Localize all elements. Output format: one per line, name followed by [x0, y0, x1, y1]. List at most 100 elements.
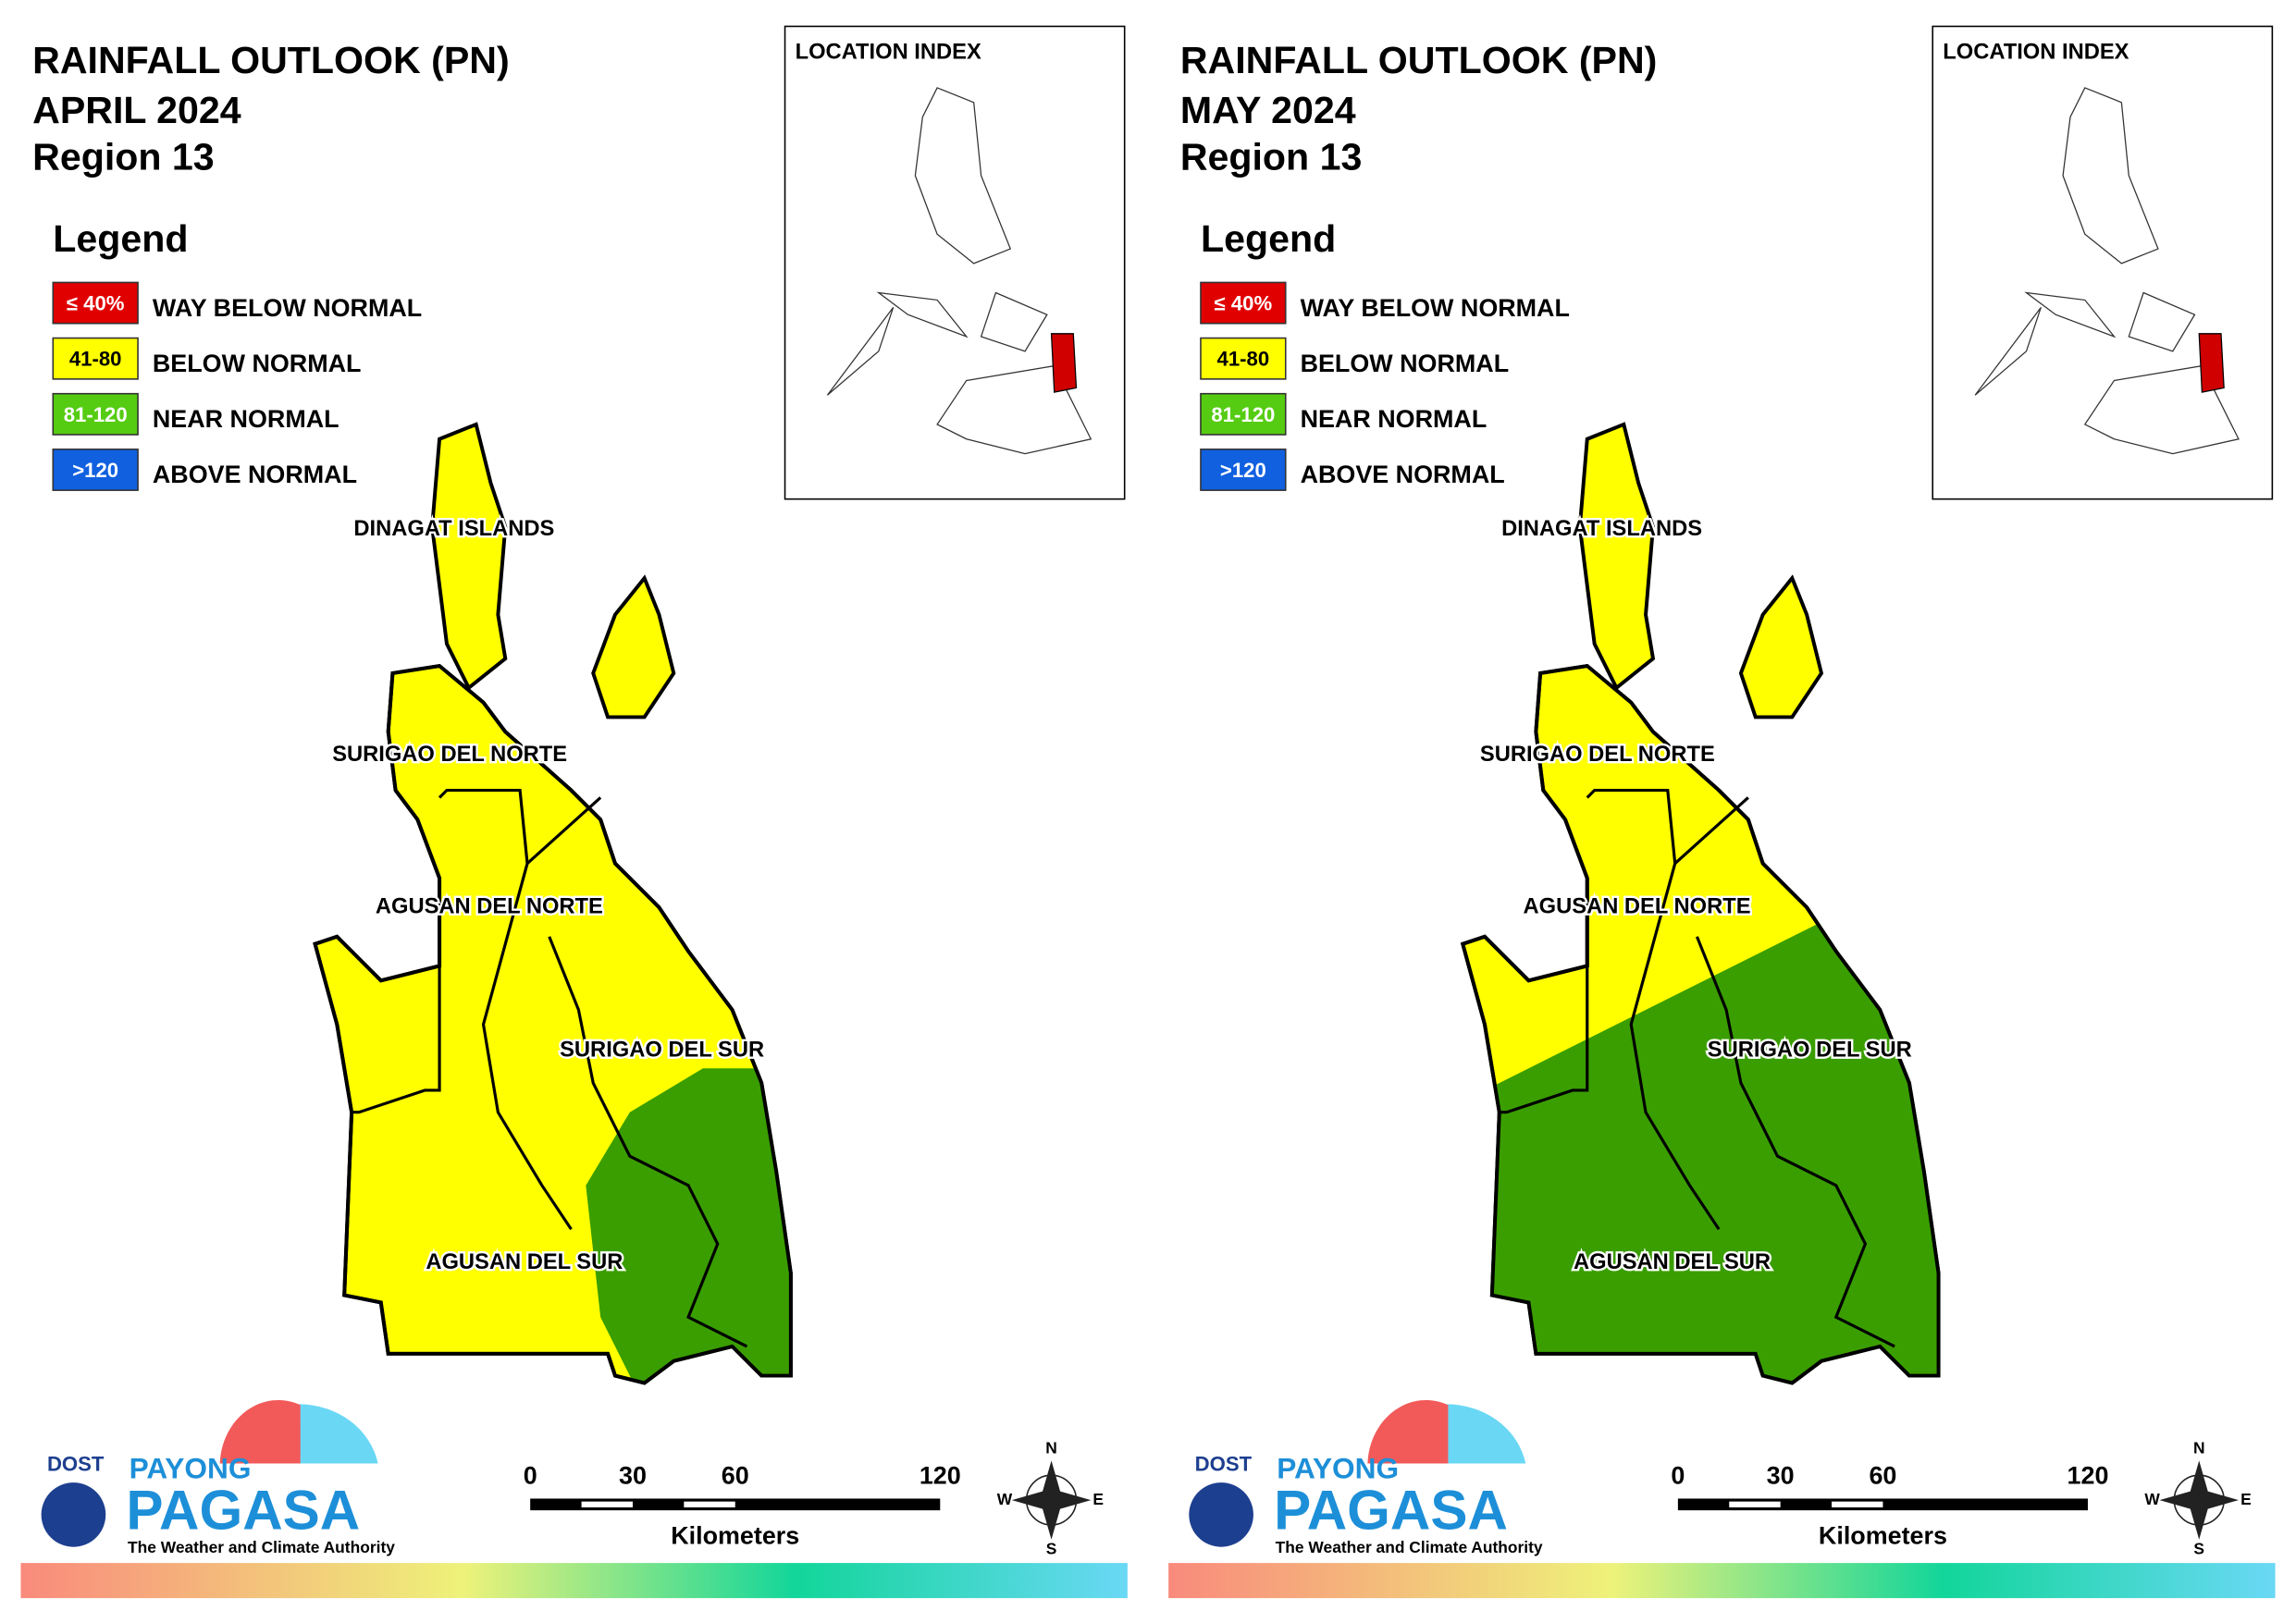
- index-highlight: [2198, 333, 2225, 393]
- province-area: [1738, 574, 1824, 719]
- legend-swatch: [1200, 337, 1287, 380]
- logo-name1: PAYONG: [130, 1451, 252, 1484]
- legend-swatch: [1200, 281, 1287, 325]
- province-area: [1577, 422, 1656, 691]
- legend-label: BELOW NORMAL: [153, 350, 362, 377]
- province-area: [430, 422, 508, 691]
- title: RAINFALL OUTLOOK (PN): [32, 39, 510, 81]
- legend-range: 41-80: [1217, 348, 1270, 371]
- scale-seg: [1729, 1501, 1781, 1507]
- province-area: [591, 574, 676, 719]
- scale-seg: [684, 1501, 735, 1507]
- logo-tagline: The Weather and Climate Authority: [128, 1538, 395, 1556]
- legend-title: Legend: [53, 217, 188, 260]
- compass-letter: S: [2193, 1540, 2204, 1558]
- legend-range: 81-120: [1211, 403, 1275, 426]
- legend-label: NEAR NORMAL: [153, 405, 339, 433]
- legend-swatch: [1200, 449, 1287, 491]
- scale-label: 30: [619, 1462, 647, 1490]
- panel: RAINFALL OUTLOOK (PN) APRIL 2024 Region 13…: [20, 25, 1128, 1599]
- logo-umbrella-2: [219, 1399, 301, 1464]
- scale-label: 60: [722, 1462, 749, 1490]
- outline: [1460, 663, 1941, 1385]
- legend-range: >120: [1220, 459, 1266, 482]
- legend-range: >120: [72, 459, 118, 482]
- legend-range: ≤ 40%: [67, 291, 125, 314]
- province-label: SURIGAO DEL SUR: [560, 1039, 764, 1063]
- compass-letter: S: [1046, 1540, 1057, 1558]
- scale-label: 120: [920, 1462, 961, 1490]
- legend-swatch: [52, 337, 139, 380]
- logo-org: DOST: [47, 1452, 105, 1475]
- logo-name2: PAGASA: [126, 1480, 360, 1542]
- province-boundary: [1499, 965, 1589, 1114]
- logo-name1: PAYONG: [1277, 1451, 1399, 1484]
- logo-seal: [41, 1482, 106, 1547]
- index-highlight: [1050, 333, 1078, 393]
- region: Region 13: [32, 136, 215, 178]
- legend-label: ABOVE NORMAL: [1301, 461, 1505, 488]
- compass-ring: [2173, 1474, 2225, 1526]
- near-normal-area: [1463, 915, 1939, 1383]
- province-boundary: [525, 796, 602, 865]
- compass-letter: W: [997, 1490, 1013, 1508]
- index-luzon: [1974, 87, 2240, 455]
- province-boundary: [548, 936, 748, 1348]
- legend-swatch: [52, 392, 139, 436]
- legend-label: ABOVE NORMAL: [153, 461, 357, 488]
- logo-name2: PAGASA: [1274, 1480, 1508, 1542]
- legend-label: BELOW NORMAL: [1301, 350, 1510, 377]
- province-label: DINAGAT ISLANDS: [1501, 517, 1702, 541]
- scale-unit: Kilometers: [671, 1522, 799, 1550]
- province-boundary: [438, 788, 573, 1231]
- month: MAY 2024: [1180, 89, 1356, 131]
- legend-range: 41-80: [69, 348, 122, 371]
- logo-seal: [1189, 1482, 1253, 1547]
- title: RAINFALL OUTLOOK (PN): [1180, 39, 1658, 81]
- province-boundary: [1673, 796, 1749, 865]
- month: APRIL 2024: [32, 89, 241, 131]
- scale-seg: [1832, 1501, 1883, 1507]
- province-boundary: [352, 965, 441, 1114]
- legend-range: ≤ 40%: [1215, 291, 1273, 314]
- scale-label: 0: [1671, 1462, 1685, 1490]
- province-label: SURIGAO DEL NORTE: [1480, 743, 1715, 767]
- color-band: [20, 1563, 1128, 1599]
- index-title: LOCATION INDEX: [1943, 40, 2129, 64]
- province-label: DINAGAT ISLANDS: [353, 517, 554, 541]
- compass-rose: [1011, 1460, 1092, 1540]
- legend-label: WAY BELOW NORMAL: [1301, 294, 1570, 322]
- scale-label: 30: [1767, 1462, 1795, 1490]
- compass-letter: N: [1045, 1438, 1057, 1457]
- outline: [313, 663, 793, 1385]
- province-label: SURIGAO DEL SUR: [1708, 1039, 1912, 1063]
- legend-range: 81-120: [64, 403, 128, 426]
- region: Region 13: [1180, 136, 1363, 178]
- scale-label: 0: [524, 1462, 537, 1490]
- legend-label: NEAR NORMAL: [1301, 405, 1487, 433]
- compass-ring: [1025, 1474, 1078, 1526]
- index-luzon: [826, 87, 1092, 455]
- compass-letter: E: [2240, 1490, 2252, 1508]
- logo-umbrella-2: [1367, 1399, 1449, 1464]
- color-band: [1168, 1563, 2276, 1599]
- province-label: AGUSAN DEL SUR: [1574, 1250, 1771, 1274]
- compass-letter: N: [2193, 1438, 2205, 1457]
- compass-letter: W: [2144, 1490, 2160, 1508]
- logo-tagline: The Weather and Climate Authority: [1276, 1538, 1543, 1556]
- scale-seg: [581, 1501, 633, 1507]
- legend-label: WAY BELOW NORMAL: [153, 294, 422, 322]
- legend-swatch: [52, 449, 139, 491]
- compass-rose: [2159, 1460, 2239, 1540]
- legend-swatch: [1200, 392, 1287, 436]
- province-boundary: [1586, 788, 1721, 1231]
- index-title: LOCATION INDEX: [796, 40, 981, 64]
- province-label: AGUSAN DEL NORTE: [1524, 894, 1751, 918]
- panel: RAINFALL OUTLOOK (PN) MAY 2024 Region 13 Le…: [1168, 25, 2276, 1599]
- compass-letter: E: [1092, 1490, 1104, 1508]
- province-label: SURIGAO DEL NORTE: [332, 743, 567, 767]
- legend-swatch: [52, 281, 139, 325]
- legend-title: Legend: [1201, 217, 1336, 260]
- province-label: AGUSAN DEL NORTE: [376, 894, 603, 918]
